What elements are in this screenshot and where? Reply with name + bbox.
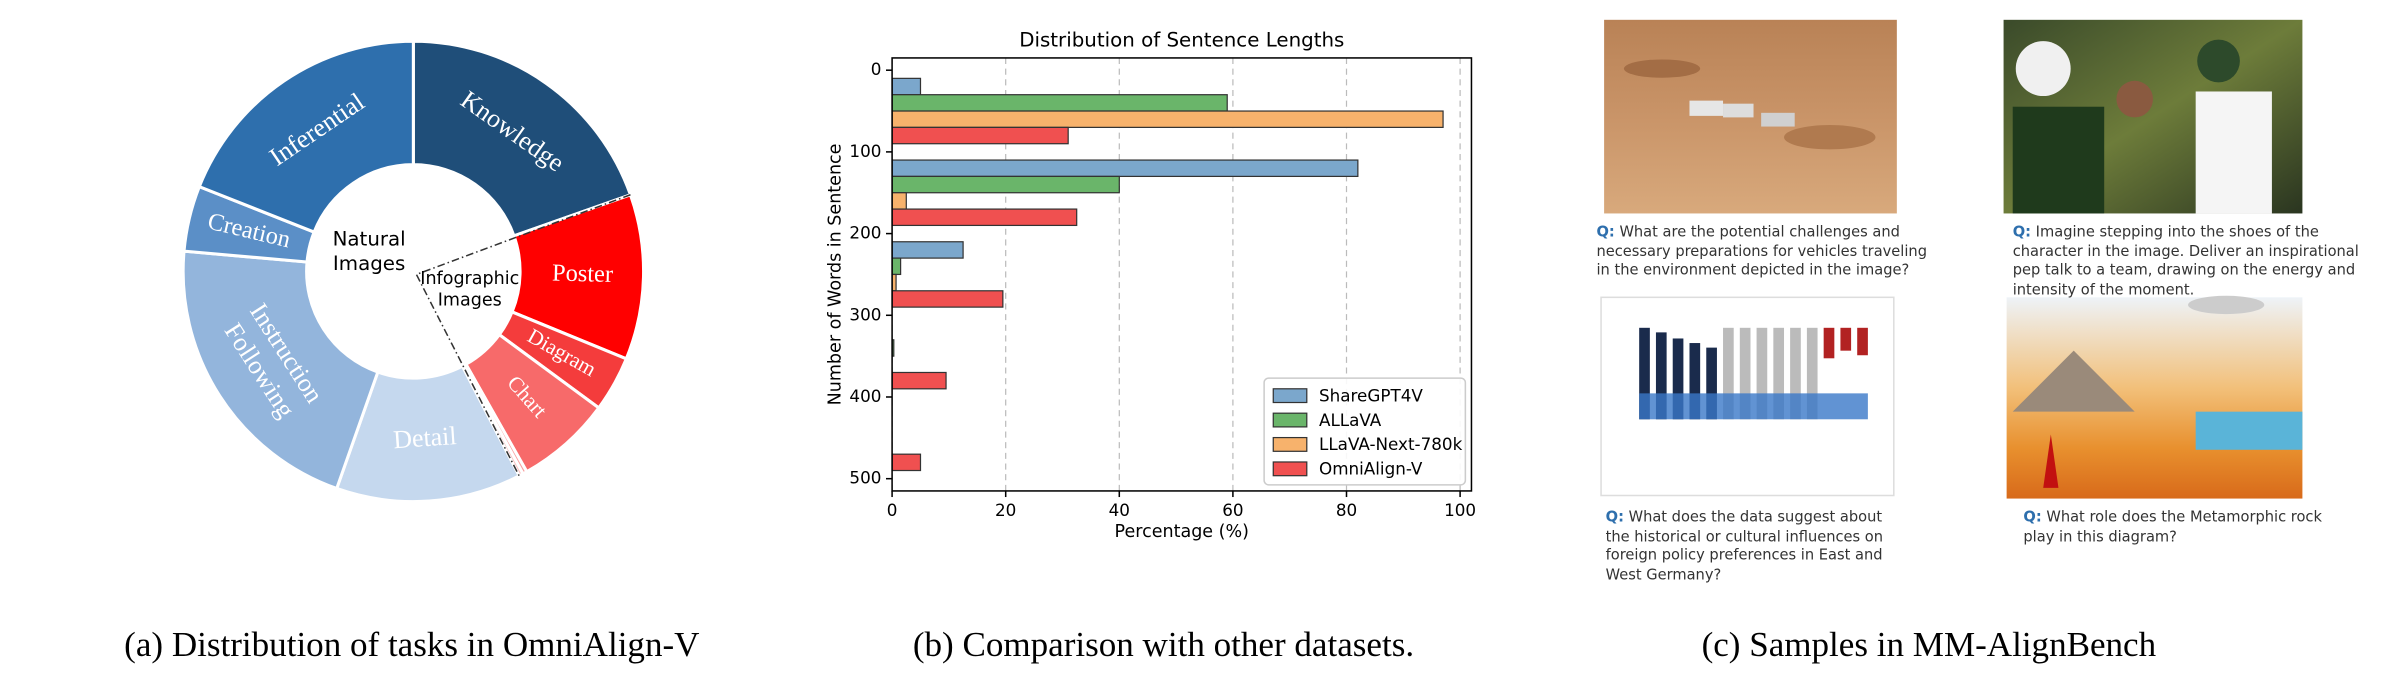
bar [891, 453, 922, 472]
pie-slice [181, 249, 380, 491]
bar [891, 159, 1359, 178]
bar [891, 94, 1228, 112]
caption: (a) Distribution of tasks in OmniAlign-V [124, 625, 699, 664]
question-text: Q: What role does the Metamorphic rock p… [2023, 509, 2343, 547]
caption: (c) Samples in MM-AlignBench [1702, 625, 2157, 664]
legend-box [1263, 377, 1467, 486]
x-tick-label: 0 [887, 500, 898, 520]
x-tick-label: 40 [1109, 500, 1130, 520]
legend-label: ALLaVA [1319, 410, 1382, 430]
question: Imagine stepping into the shoes of the c… [2012, 224, 2359, 299]
bar [891, 192, 907, 210]
x-tick-label: 20 [995, 500, 1016, 520]
y-tick-label: 0 [871, 59, 882, 79]
sample-image-desert [1604, 19, 1897, 214]
slice-label: Poster [552, 259, 614, 288]
legend-label: LLaVA-Next-780k [1319, 434, 1463, 454]
bar [891, 77, 922, 96]
sample-image-diagram [2006, 295, 2303, 499]
bar [891, 371, 947, 390]
legend-swatch [1272, 461, 1308, 477]
question-label: Q: [1605, 509, 1624, 527]
y-tick-label: 300 [849, 304, 881, 324]
annotation: Infographic Images [420, 269, 519, 310]
y-tick-label: 100 [849, 141, 881, 161]
legend-swatch [1272, 388, 1308, 404]
x-tick-label: 60 [1222, 500, 1243, 520]
y-axis-label: Number of Words in Sentence [826, 144, 846, 406]
bar [891, 257, 902, 276]
sample-question: Q: Imagine stepping into the shoes of th… [2013, 224, 2387, 301]
bar [891, 241, 964, 259]
y-tick-label: 500 [849, 468, 881, 488]
slice-label: Detail [392, 421, 457, 454]
question-label: Q: [2012, 224, 2032, 241]
x-axis-label: Percentage (%) [1115, 522, 1249, 542]
bar [891, 175, 1120, 194]
legend-swatch [1272, 436, 1308, 452]
bar [891, 126, 1069, 145]
sample-question: Q: What are the potential challenges and… [1596, 224, 1931, 282]
pie-slice [197, 39, 415, 235]
x-tick-label: 80 [1336, 500, 1357, 520]
chart-title: Distribution of Sentence Lengths [1019, 29, 1344, 52]
question: What are the potential challenges and ne… [1596, 224, 1928, 280]
question-label: Q: [1596, 224, 1615, 241]
y-tick-label: 400 [849, 386, 881, 406]
sample-image-chart [1600, 296, 1895, 497]
question-text: Q: What are the potential challenges and… [1596, 224, 1931, 282]
bar [891, 290, 1004, 308]
sample-image-football [2003, 19, 2303, 214]
legend-label: ShareGPT4V [1319, 385, 1423, 405]
question-label: Q: [2023, 509, 2042, 527]
caption: (b) Comparison with other datasets. [913, 625, 1414, 664]
annotation: Natural Images [333, 227, 406, 274]
question-text: Q: What does the data suggest about the … [1606, 509, 1903, 586]
legend-label: OmniAlign-V [1319, 459, 1423, 479]
bar [891, 110, 1444, 128]
question: What role does the Metamorphic rock play… [2023, 509, 2322, 546]
question-text: Q: Imagine stepping into the shoes of th… [2013, 224, 2387, 301]
y-tick-label: 200 [849, 223, 881, 243]
sample-question: Q: What does the data suggest about the … [1606, 509, 1903, 586]
plot-frame [891, 57, 1473, 492]
question: What does the data suggest about the his… [1605, 509, 1884, 584]
pie-slice [411, 39, 633, 238]
bar [891, 208, 1078, 227]
sample-question: Q: What role does the Metamorphic rock p… [2023, 509, 2343, 547]
x-tick-label: 100 [1444, 500, 1476, 520]
legend-swatch [1272, 412, 1308, 428]
